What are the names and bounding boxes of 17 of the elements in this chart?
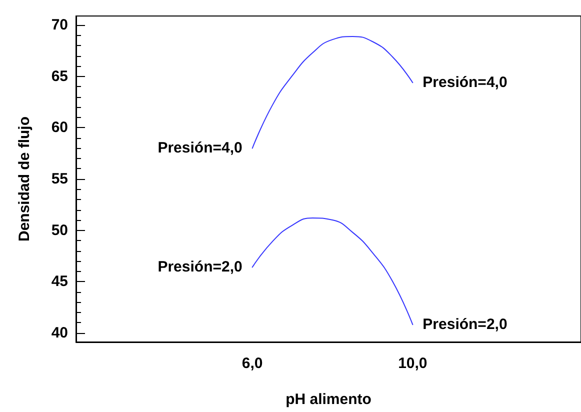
y-tick-label: 45: [51, 273, 68, 290]
x-tick-label: 6,0: [242, 355, 263, 372]
text: Presión=4,0: [422, 74, 508, 92]
y-axis-title: Densidad de flujo: [16, 116, 33, 242]
y-tick-label: 60: [51, 119, 68, 136]
x-axis-title: pH alimento: [286, 391, 372, 408]
x-tick-label: 10,0: [398, 355, 428, 372]
y-tick-label: 40: [51, 324, 68, 342]
series-label: Presión=2,0: [158, 258, 242, 276]
y-tick-label: 50: [51, 222, 68, 239]
line-series: [252, 217, 414, 326]
series-label: Presión=4,0: [158, 140, 242, 157]
y-tick-label: 70: [51, 16, 68, 34]
y-tick-label: 65: [51, 68, 68, 85]
text: Presión=2,0: [422, 316, 508, 334]
y-tick-label: 55: [51, 170, 68, 188]
line-series: [252, 36, 414, 149]
